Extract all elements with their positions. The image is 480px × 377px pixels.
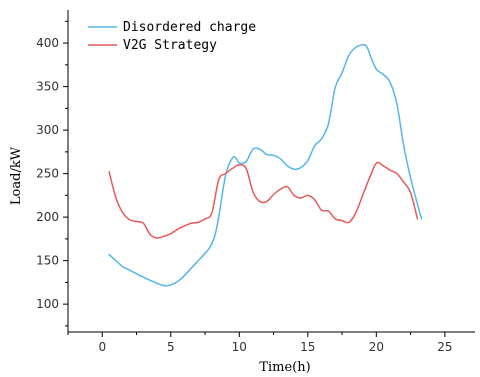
y-tick-label: 250 — [36, 167, 59, 181]
y-tick-label: 350 — [36, 80, 59, 94]
series-line-v2g-strategy — [108, 161, 419, 239]
legend-label: Disordered charge — [123, 20, 256, 35]
series-line-disordered-charge — [108, 43, 423, 287]
x-tick-label: 25 — [437, 340, 452, 354]
y-tick-label: 200 — [36, 210, 59, 224]
y-ticks: 100 150 200 250 300 350 400 — [36, 20, 68, 327]
axes — [67, 10, 475, 333]
y-axis-label: Load/kW — [9, 146, 24, 205]
x-axis-label: Time(h) — [259, 360, 310, 375]
x-tick-label: 0 — [98, 340, 106, 354]
x-tick-label: 10 — [232, 340, 247, 354]
y-tick-label: 100 — [36, 297, 59, 311]
x-tick-label: 15 — [300, 340, 315, 354]
legend-label: V2G Strategy — [123, 38, 217, 53]
x-tick-label: 20 — [369, 340, 384, 354]
legend: Disordered charge V2G Strategy — [88, 20, 256, 53]
y-tick-label: 400 — [36, 36, 59, 50]
series-group — [108, 43, 423, 287]
y-tick-label: 150 — [36, 254, 59, 268]
x-ticks: 0 5 10 15 20 25 — [67, 332, 452, 354]
y-tick-label: 300 — [36, 123, 59, 137]
x-tick-label: 5 — [167, 340, 175, 354]
